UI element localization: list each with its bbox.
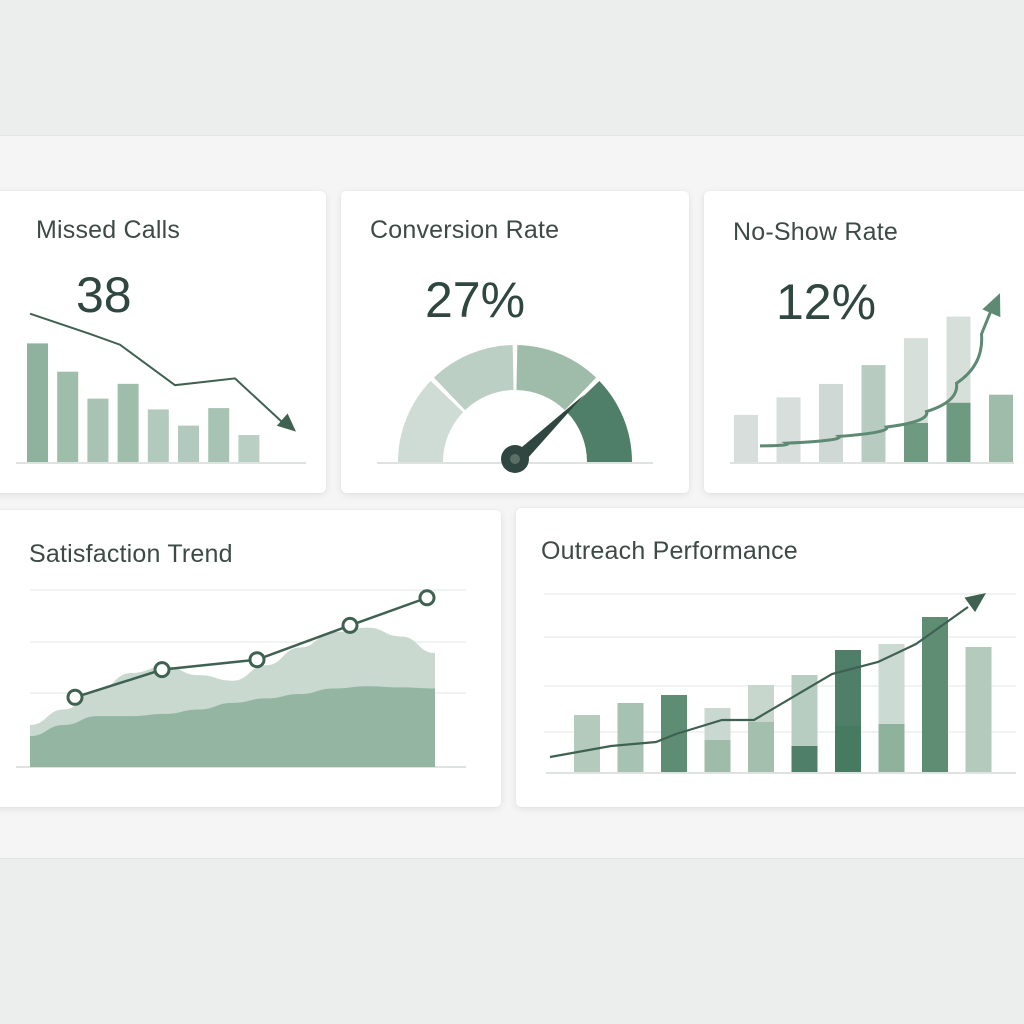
- no-show-bar: [989, 394, 1013, 462]
- outreach-bar: [574, 715, 600, 772]
- missed-calls-chart: [16, 312, 306, 464]
- no-show-bar: [861, 365, 886, 462]
- outreach-bar-segment: [878, 724, 905, 772]
- outreach-performance-card[interactable]: Outreach Performance: [516, 508, 1024, 807]
- no-show-arrow-head: [982, 293, 1001, 318]
- satisfaction-point: [153, 661, 171, 679]
- missed-calls-bar: [57, 371, 79, 462]
- outreach-arrow-head: [964, 593, 986, 613]
- missed-calls-trend-line: [29, 312, 287, 427]
- conversion-rate-value: 27%: [425, 272, 526, 328]
- no-show-rate-chart: [730, 293, 1014, 464]
- gauge-segment: [433, 345, 514, 411]
- missed-calls-bar: [208, 408, 230, 462]
- no-show-bar: [776, 397, 801, 462]
- outreach-bar-segment: [704, 740, 731, 772]
- satisfaction-point: [418, 589, 436, 607]
- satisfaction-trend-title: Satisfaction Trend: [29, 540, 233, 568]
- conversion-rate-title: Conversion Rate: [370, 216, 560, 244]
- outreach-bar-segment: [791, 746, 818, 772]
- outreach-bar-segment: [835, 726, 861, 772]
- gauge-segment: [566, 380, 632, 462]
- missed-calls-bar: [117, 383, 139, 462]
- missed-calls-bar: [178, 425, 199, 462]
- outreach-bar-segment: [922, 720, 948, 772]
- gauge-needle-hub-center: [510, 454, 520, 464]
- gauge-needle: [510, 394, 585, 468]
- no-show-rate-title: No-Show Rate: [733, 218, 898, 246]
- no-show-bar: [946, 402, 971, 462]
- no-show-rate-value: 12%: [776, 274, 877, 330]
- outreach-performance-chart: [544, 593, 1016, 774]
- missed-calls-card[interactable]: Missed Calls 38: [0, 191, 326, 493]
- satisfaction-trend-card[interactable]: Satisfaction Trend: [0, 510, 501, 807]
- satisfaction-trend-chart: [16, 589, 466, 768]
- gauge-segment: [516, 345, 597, 411]
- gauge-segment: [398, 380, 464, 462]
- missed-calls-bar: [27, 343, 48, 462]
- no-show-bar: [819, 383, 843, 462]
- missed-calls-bar: [238, 435, 260, 462]
- no-show-rate-card[interactable]: No-Show Rate 12%: [704, 191, 1024, 493]
- satisfaction-point: [248, 651, 266, 669]
- missed-calls-value: 38: [76, 267, 132, 323]
- outreach-performance-title: Outreach Performance: [541, 537, 798, 565]
- missed-calls-bar: [87, 398, 109, 462]
- outreach-bar: [965, 647, 992, 772]
- no-show-bar: [904, 422, 928, 462]
- outreach-bar: [617, 703, 644, 772]
- satisfaction-point: [341, 616, 359, 634]
- no-show-trend-line: [759, 302, 996, 448]
- missed-calls-arrow-head: [276, 413, 296, 432]
- satisfaction-area: [30, 686, 435, 767]
- outreach-trend-line: [549, 606, 969, 759]
- missed-calls-bar: [147, 409, 169, 462]
- missed-calls-title: Missed Calls: [36, 216, 181, 244]
- satisfaction-point: [66, 688, 84, 706]
- no-show-bar: [734, 414, 758, 462]
- conversion-rate-gauge: [377, 345, 653, 473]
- outreach-bar: [661, 695, 687, 772]
- outreach-bar-segment: [748, 722, 774, 772]
- conversion-rate-card[interactable]: Conversion Rate 27%: [341, 191, 689, 493]
